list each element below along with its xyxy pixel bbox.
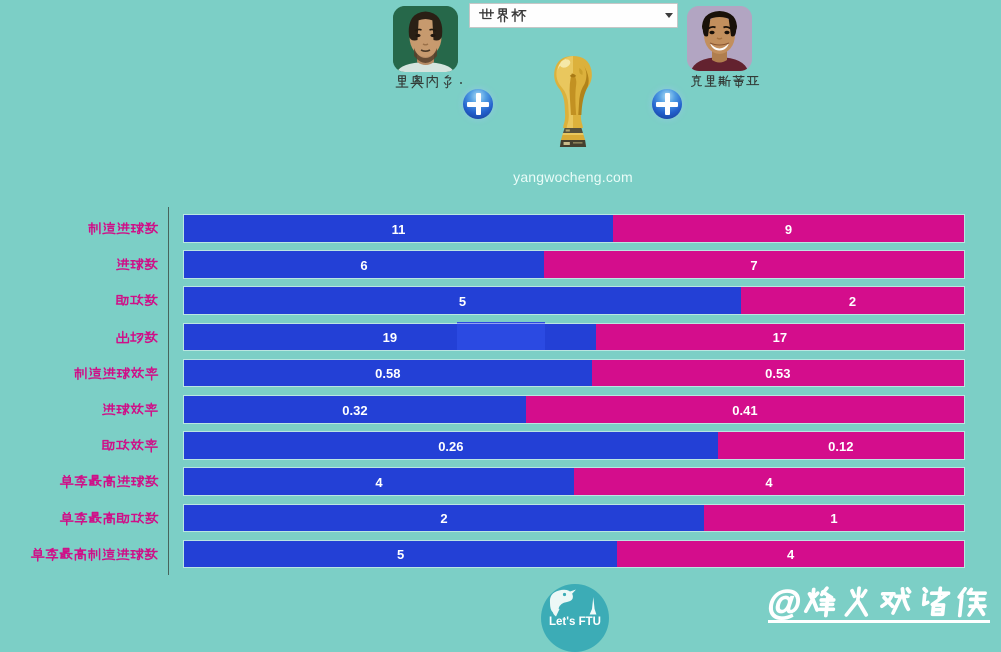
svg-text:Let's FTU: Let's FTU (549, 616, 601, 628)
